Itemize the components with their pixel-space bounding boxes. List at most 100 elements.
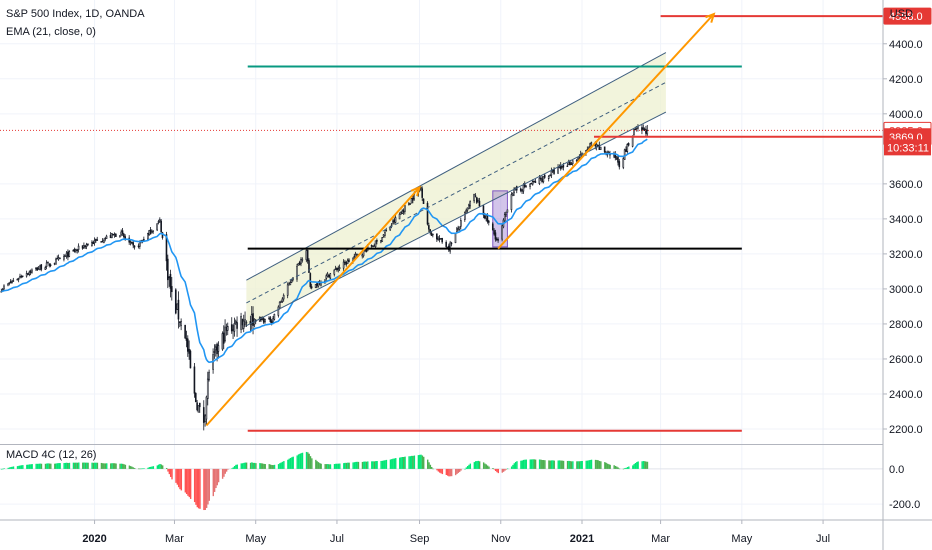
candle-body[interactable] [176,303,178,310]
candle-body[interactable] [224,326,226,341]
candle-body[interactable] [194,392,197,403]
candle-body[interactable] [380,240,382,243]
candle-body[interactable] [103,240,105,243]
candle-body[interactable] [626,144,629,152]
candle-body[interactable] [497,239,499,241]
candle-body[interactable] [297,263,300,266]
candle-body[interactable] [137,245,140,248]
candle-body[interactable] [19,276,21,279]
candle-body[interactable] [44,267,47,270]
candle-body[interactable] [345,262,348,265]
candle-body[interactable] [189,350,192,369]
candle-body[interactable] [76,249,79,252]
candle-body[interactable] [338,267,341,270]
candle-body[interactable] [622,158,625,168]
candle-body[interactable] [615,157,618,160]
candle-body[interactable] [112,233,115,236]
candle-body[interactable] [47,261,49,264]
candle-body[interactable] [550,170,553,176]
candle-body[interactable] [422,198,425,204]
candle-body[interactable] [242,320,245,329]
candle-body[interactable] [373,245,376,247]
candle-body[interactable] [346,260,349,265]
candle-body[interactable] [73,249,76,252]
candle-body[interactable] [365,249,368,253]
candle-body[interactable] [519,188,522,191]
candle-body[interactable] [538,177,541,184]
candle-body[interactable] [539,177,542,180]
candle-body[interactable] [438,237,441,241]
candle-body[interactable] [93,240,96,244]
candle-body[interactable] [398,213,401,220]
candle-body[interactable] [421,188,423,198]
candle-body[interactable] [426,202,429,225]
candle-body[interactable] [599,146,602,151]
candle-body[interactable] [440,238,442,240]
candle-body[interactable] [618,161,621,168]
candle-body[interactable] [196,402,198,410]
symbol-title[interactable]: S&P 500 Index, 1D, OANDA [6,8,145,20]
candle-body[interactable] [634,128,637,131]
candle-body[interactable] [334,268,337,270]
candle-body[interactable] [197,405,200,413]
candle-body[interactable] [180,321,182,326]
candle-body[interactable] [178,321,181,323]
candle-body[interactable] [63,256,65,260]
candle-body[interactable] [643,128,646,132]
candle-body[interactable] [641,127,643,131]
candle-body[interactable] [394,217,397,223]
candle-body[interactable] [27,273,29,275]
candle-body[interactable] [404,205,406,212]
candle-body[interactable] [221,333,224,350]
candle-body[interactable] [214,346,217,351]
candle-body[interactable] [393,219,396,223]
candle-body[interactable] [278,301,281,309]
candle-body[interactable] [432,233,434,236]
candle-body[interactable] [261,318,264,321]
candle-body[interactable] [96,239,99,241]
candle-body[interactable] [541,178,543,182]
candle-body[interactable] [441,237,443,243]
candle-body[interactable] [646,130,649,135]
candle-body[interactable] [361,254,364,257]
candle-body[interactable] [590,142,593,145]
macd-legend[interactable]: MACD 4C (12, 26) [6,449,96,461]
candle-body[interactable] [87,243,89,246]
candle-body[interactable] [213,351,216,353]
candle-body[interactable] [281,298,284,302]
candle-body[interactable] [571,160,574,165]
candle-body[interactable] [310,286,313,289]
candle-body[interactable] [264,318,266,323]
candle-body[interactable] [171,286,173,293]
candle-body[interactable] [353,256,356,259]
candle-body[interactable] [464,212,466,220]
candle-body[interactable] [381,237,384,242]
candle-body[interactable] [37,268,40,270]
candle-body[interactable] [68,251,71,257]
candle-body[interactable] [109,234,112,238]
candle-body[interactable] [290,279,293,283]
candle-body[interactable] [603,146,606,153]
candle-body[interactable] [329,273,332,279]
candle-body[interactable] [233,323,236,332]
candle-body[interactable] [493,230,495,235]
candle-body[interactable] [637,126,639,129]
candle-body[interactable] [445,241,447,247]
candle-body[interactable] [39,265,41,271]
candle-body[interactable] [465,210,467,213]
candle-body[interactable] [202,407,205,423]
candle-body[interactable] [59,257,61,260]
candle-body[interactable] [401,210,404,214]
candle-body[interactable] [111,233,113,238]
candle-body[interactable] [392,220,394,225]
candle-body[interactable] [156,223,158,231]
candle-body[interactable] [268,317,270,320]
candle-body[interactable] [531,181,534,185]
candle-body[interactable] [549,174,551,177]
candle-body[interactable] [36,267,39,271]
candle-body[interactable] [16,278,19,281]
candle-body[interactable] [21,275,24,277]
candle-body[interactable] [553,169,555,174]
candle-body[interactable] [165,234,168,262]
candle-body[interactable] [562,165,565,168]
